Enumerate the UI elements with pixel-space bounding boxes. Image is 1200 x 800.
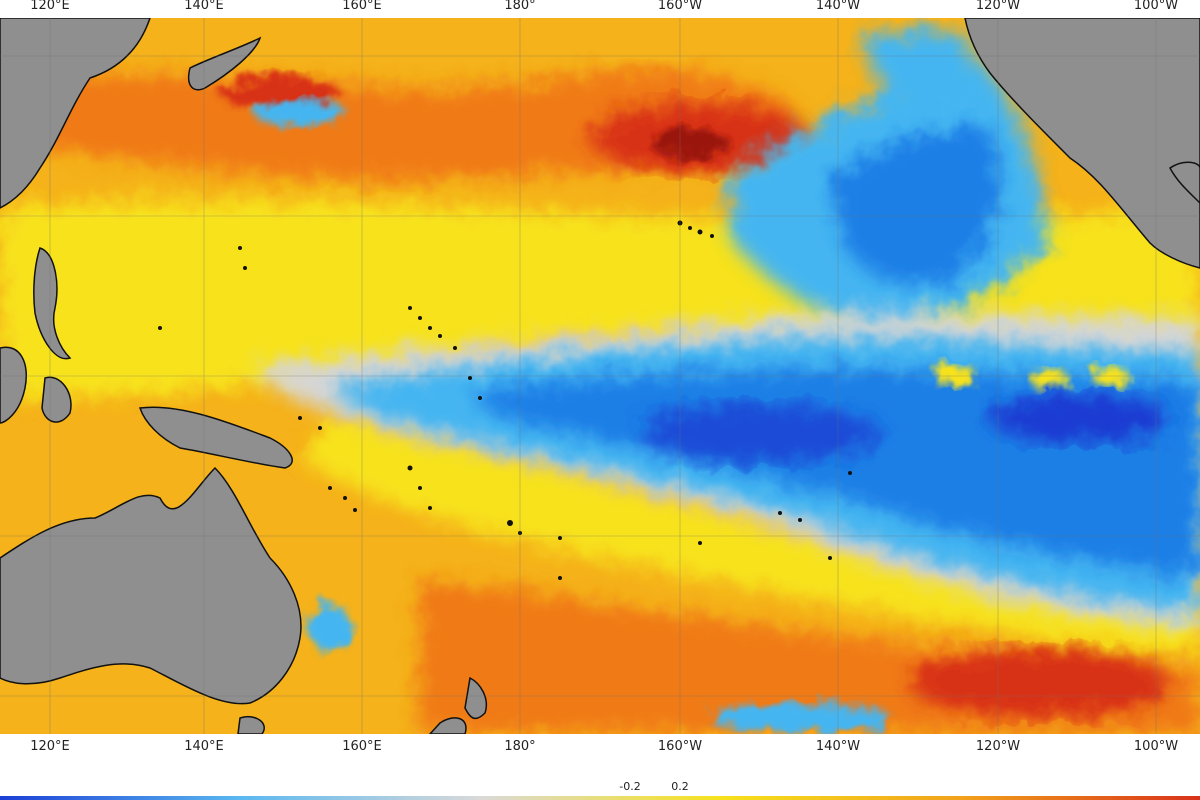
lon-label-bottom: 140°W <box>815 739 861 754</box>
warm-light-band-south <box>300 418 1200 658</box>
lon-label-top: 140°W <box>815 0 861 13</box>
lon-label-bottom: 120°W <box>975 739 1021 754</box>
landmass <box>1169 161 1200 205</box>
cool-patch-tasman <box>310 603 350 653</box>
lon-label-bottom: 120°E <box>30 739 70 754</box>
lon-label-bottom: 160°E <box>342 739 382 754</box>
lon-label-top: 160°E <box>342 0 382 13</box>
landmass <box>0 466 302 705</box>
instability-wave <box>1032 369 1068 391</box>
landmass <box>464 676 487 720</box>
lon-label-top: 120°W <box>975 0 1021 13</box>
lon-label-bottom: 100°W <box>1133 739 1179 754</box>
landmass <box>428 717 467 734</box>
lon-label-bottom: 140°E <box>184 739 224 754</box>
lon-label-bottom: 160°W <box>657 739 703 754</box>
lon-label-top: 120°E <box>30 0 70 13</box>
graticule <box>0 18 1200 734</box>
sst-anomaly-map <box>0 18 1200 734</box>
colorbar-label-min: -0.2 <box>619 780 641 793</box>
colorbar-label-max: 0.2 <box>671 780 689 793</box>
cold-northeast <box>830 126 1000 286</box>
hot-core-north-center <box>650 129 730 157</box>
colorbar <box>0 796 1200 800</box>
cold-deep-core-2 <box>640 403 880 463</box>
landmass <box>188 36 262 91</box>
landmass <box>33 247 72 360</box>
landmass <box>0 18 151 209</box>
cold-deep-core <box>990 393 1170 443</box>
lon-label-top: 140°E <box>184 0 224 13</box>
landmass <box>138 406 293 469</box>
island-chain <box>158 220 852 580</box>
landmass <box>0 346 27 424</box>
hot-core-southeast <box>910 648 1170 718</box>
map-canvas <box>0 18 1200 734</box>
cool-patch-northwest <box>255 99 345 127</box>
cool-patch-south <box>710 703 890 733</box>
landmass <box>41 376 72 423</box>
lon-label-top: 180° <box>504 0 536 13</box>
lon-label-top: 160°W <box>657 0 703 13</box>
cool-north-strip <box>860 30 973 128</box>
landmass <box>237 716 265 734</box>
lon-label-top: 100°W <box>1133 0 1179 13</box>
land-layer <box>0 18 1200 734</box>
landmass <box>964 18 1200 269</box>
lon-label-bottom: 180° <box>504 739 536 754</box>
